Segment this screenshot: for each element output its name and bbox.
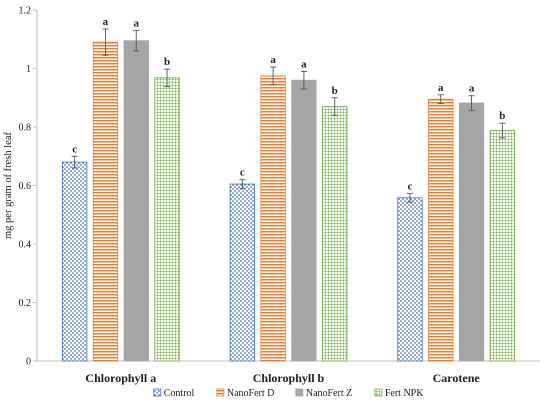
bar-nanofert-z-2 <box>458 102 485 362</box>
significance-letter: a <box>469 83 475 95</box>
bar-control-1 <box>229 183 255 362</box>
significance-letter: c <box>240 167 245 179</box>
significance-letter: a <box>103 16 109 28</box>
legend-label: NanoFert D <box>227 388 275 399</box>
significance-letter: a <box>438 82 444 94</box>
significance-letter: b <box>332 85 338 97</box>
legend-swatch-nanofert-d <box>216 388 225 397</box>
legend-swatch-control <box>153 388 162 397</box>
significance-letter: a <box>301 58 307 70</box>
legend: Control NanoFert D NanoFert Z Fert NPK <box>153 388 424 399</box>
y-tick-label: 1.2 <box>19 6 32 17</box>
legend-swatch-fert-npk <box>374 388 383 397</box>
significance-letter: c <box>72 143 77 155</box>
y-tick-label: 0.2 <box>19 298 32 309</box>
significance-letter: c <box>408 180 413 192</box>
legend-label: NanoFert Z <box>306 388 352 399</box>
x-category-label: Carotene <box>433 371 481 385</box>
bar-control-0 <box>61 161 88 362</box>
significance-letter: b <box>164 56 170 68</box>
y-tick-label: 0.8 <box>19 123 32 134</box>
bar-nanofert-d-2 <box>428 98 454 362</box>
bar-fert-npk-1 <box>322 106 348 362</box>
bar-nanofert-d-1 <box>260 75 286 362</box>
significance-letter: a <box>270 54 276 66</box>
x-category-label: Chlorophyll b <box>253 371 325 385</box>
significance-letter: b <box>499 110 505 122</box>
bar-control-2 <box>397 197 423 362</box>
y-tick-label: 0.6 <box>19 181 32 192</box>
bars-layer <box>61 28 516 362</box>
axes-layer: 0 0.2 0.4 0.6 0.8 1 1.2 mg per gram of fresh le… <box>3 6 540 368</box>
legend-label: Control <box>164 388 195 399</box>
y-tick-label: 0 <box>26 357 31 368</box>
legend-swatch-nanofert-z <box>295 388 304 397</box>
bar-fert-npk-2 <box>489 130 516 362</box>
significance-letter: a <box>133 17 139 29</box>
bar-fert-npk-0 <box>154 77 180 362</box>
labels-layer: c a a b Chlorophyll a c a a b Chlorophyll b c a a b Ca… <box>72 16 505 385</box>
bar-nanofert-z-1 <box>291 79 317 362</box>
y-tick-label: 0.4 <box>19 240 32 251</box>
legend-label: Fert NPK <box>385 388 424 399</box>
y-axis-title: mg per gram of fresh leaf <box>3 132 14 239</box>
bar-nanofert-d-0 <box>92 41 119 362</box>
x-category-label: Chlorophyll a <box>85 371 156 385</box>
y-tick-label: 1 <box>26 64 31 75</box>
bar-nanofert-z-0 <box>123 40 149 362</box>
